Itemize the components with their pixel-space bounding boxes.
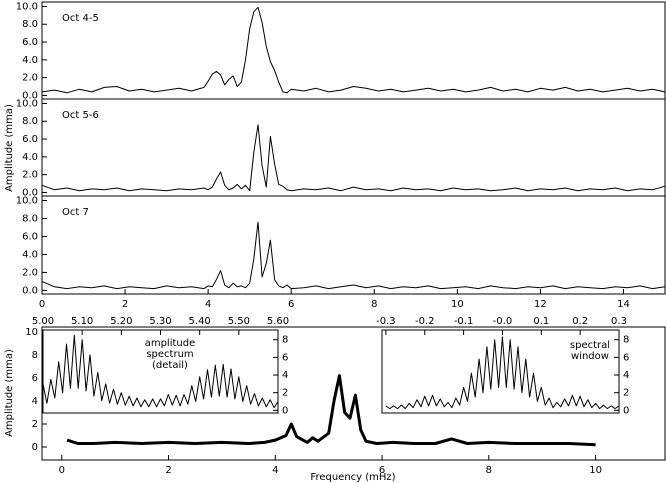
y-tick-label: 8.0 [22, 213, 38, 224]
inset-annotation: spectral [570, 340, 610, 351]
x-tick-label: 0.1 [533, 316, 549, 327]
y-tick-label: 10.0 [16, 1, 38, 12]
spectrum-line [41, 221, 666, 290]
x-tick-label: 2 [165, 465, 171, 476]
y-tick-label: 6.0 [22, 231, 38, 242]
panel-label: Oct 7 [62, 207, 89, 218]
inset-annotation: (detail) [152, 360, 188, 371]
x-axis-title: Frequency (mHz) [310, 472, 395, 483]
x-tick-label: 14 [617, 299, 630, 310]
x-tick-label: 5.50 [228, 316, 250, 327]
x-tick-label: 5.40 [189, 316, 211, 327]
x-tick-label: 0.2 [572, 316, 588, 327]
x-tick-label: 0 [59, 465, 65, 476]
panel-label: Oct 5-6 [62, 110, 99, 121]
y-tick-label: 0 [623, 405, 629, 416]
x-tick-label: -0.3 [376, 316, 396, 327]
y-tick-label: 8 [282, 335, 288, 346]
x-tick-label: 6 [379, 465, 385, 476]
x-tick-label: 5.60 [267, 316, 289, 327]
x-tick-label: 12 [534, 299, 547, 310]
x-tick-label: 4 [272, 465, 278, 476]
y-tick-label: 6 [623, 352, 629, 363]
y-tick-label: 6 [282, 352, 288, 363]
y-tick-label: 6.0 [22, 134, 38, 145]
x-tick-label: 8 [486, 465, 492, 476]
plot-frame [41, 98, 666, 197]
x-tick-label: -0.2 [415, 316, 435, 327]
y-tick-label: 10.0 [16, 195, 38, 206]
x-tick-label: 10 [589, 465, 602, 476]
y-tick-label: 4 [282, 370, 288, 381]
panel-label: Oct 4-5 [62, 13, 99, 24]
spectrum-line [385, 336, 620, 410]
x-tick-label: 6 [288, 299, 294, 310]
spectrum-line [42, 334, 279, 409]
y-tick-label: 2 [282, 388, 288, 399]
x-tick-label: 2 [122, 299, 128, 310]
y-axis-title: Amplitude (mma) [4, 349, 15, 437]
y-axis-title: Amplitude (mma) [4, 104, 15, 192]
y-tick-label: 2.0 [22, 267, 38, 278]
spectrum-line [66, 374, 596, 447]
x-tick-label: 5.00 [32, 316, 54, 327]
x-tick-label: 0 [39, 299, 45, 310]
plot-frame [381, 329, 620, 414]
y-tick-label: 8 [32, 350, 38, 361]
x-tick-label: 4 [205, 299, 211, 310]
y-tick-label: 4 [32, 396, 38, 407]
plot-frame [41, 195, 666, 295]
x-tick-label: 10 [451, 299, 464, 310]
inset-annotation: spectrum [146, 349, 193, 360]
y-tick-label: 0.0 [22, 285, 38, 296]
y-tick-label: 6.0 [22, 37, 38, 48]
x-tick-label: 5.20 [110, 316, 132, 327]
y-tick-label: 4.0 [22, 55, 38, 66]
y-tick-label: 0 [282, 405, 288, 416]
y-tick-label: 10 [25, 327, 38, 338]
inset-annotation: window [571, 351, 609, 362]
y-tick-label: 2 [623, 388, 629, 399]
y-tick-label: 4.0 [22, 152, 38, 163]
spectrum-line [41, 6, 666, 94]
y-tick-label: 10.0 [16, 98, 38, 109]
x-tick-label: -0.1 [454, 316, 474, 327]
y-tick-label: 0.0 [22, 90, 38, 101]
y-tick-label: 8 [623, 335, 629, 346]
x-tick-label: 0.3 [611, 316, 627, 327]
y-tick-label: 2 [32, 419, 38, 430]
spectrum-line [41, 124, 666, 192]
y-tick-label: 4 [623, 370, 629, 381]
y-tick-label: 8.0 [22, 116, 38, 127]
inset-annotation: amplitude [145, 338, 196, 349]
y-tick-label: 2.0 [22, 73, 38, 84]
x-tick-label: -0.0 [493, 316, 513, 327]
y-tick-label: 4.0 [22, 249, 38, 260]
x-tick-label: 8 [371, 299, 377, 310]
y-tick-label: 8.0 [22, 19, 38, 30]
y-tick-label: 6 [32, 373, 38, 384]
y-tick-label: 0.0 [22, 187, 38, 198]
x-tick-label: 5.30 [149, 316, 171, 327]
y-tick-label: 0 [32, 442, 38, 453]
y-tick-label: 2.0 [22, 170, 38, 181]
plot-frame [41, 1, 666, 100]
x-tick-label: 5.10 [71, 316, 93, 327]
